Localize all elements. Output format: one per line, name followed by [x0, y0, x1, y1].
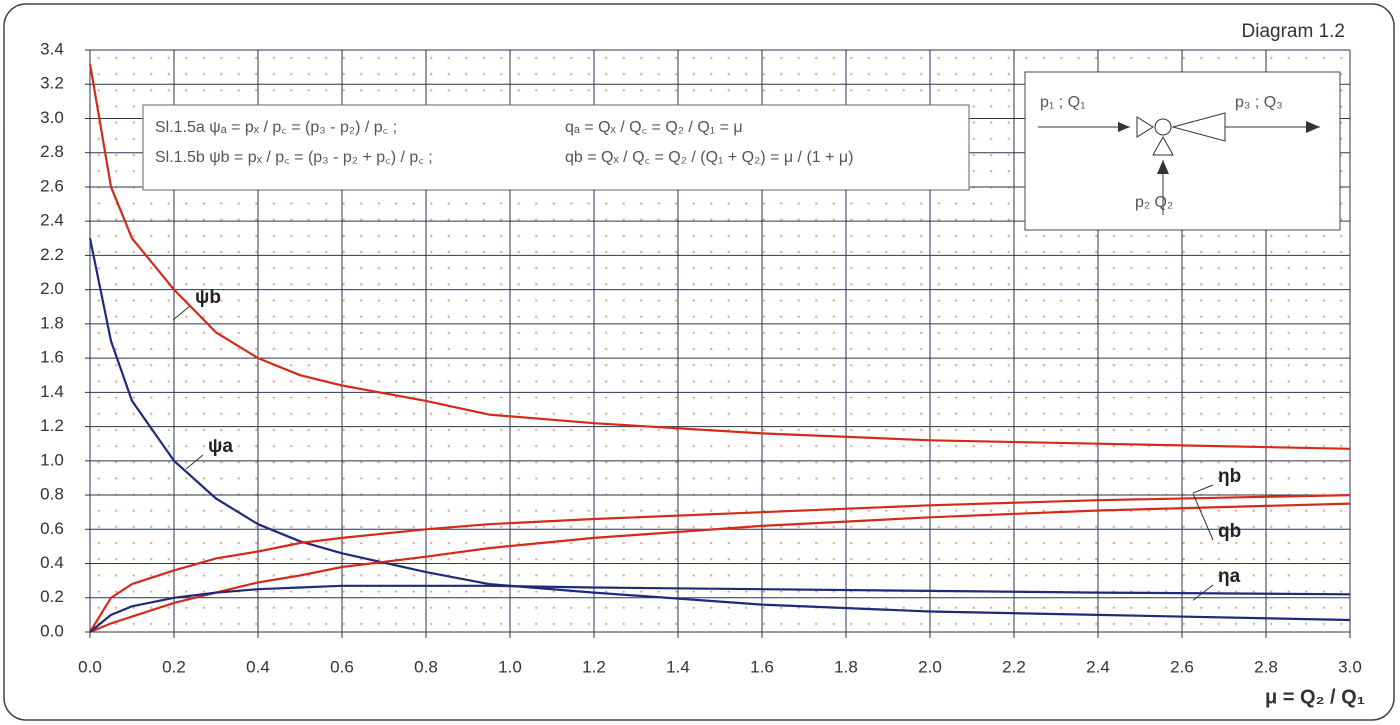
x-tick-label: 1.4: [666, 657, 690, 676]
x-tick-label: 0.6: [330, 657, 354, 676]
y-tick-label: 3.0: [40, 108, 64, 127]
y-tick-label: 1.6: [40, 348, 64, 367]
x-tick-label: 2.2: [1002, 657, 1026, 676]
y-tick-label: 2.6: [40, 176, 64, 195]
y-tick-label: 0.6: [40, 519, 64, 538]
y-tick-label: 2.2: [40, 245, 64, 264]
leader-line: [1192, 484, 1214, 494]
curve: [88, 63, 1351, 450]
x-tick-label: 0.8: [414, 657, 438, 676]
y-tick-label: 1.8: [40, 313, 64, 332]
y-tick-label: 2.4: [40, 211, 64, 230]
curve-label: ηa: [1218, 566, 1241, 587]
y-tick-label: 1.2: [40, 416, 64, 435]
y-tick-label: 3.4: [40, 39, 64, 58]
curve: [89, 502, 1351, 634]
curve: [89, 494, 1351, 633]
x-tick-label: 1.6: [750, 657, 774, 676]
y-tick-label: 2.8: [40, 142, 64, 161]
x-tick-label: 0.0: [78, 657, 102, 676]
x-tick-label: 2.6: [1170, 657, 1194, 676]
curve-label: qb: [1218, 521, 1241, 542]
formula: qₐ = Qₓ / Q꜀ = Q₂ / Q₁ = μ: [565, 119, 743, 136]
leader-line: [1192, 493, 1214, 541]
formula-box: [142, 104, 970, 191]
x-axis-label: μ = Q₂ / Q₁: [1265, 686, 1365, 708]
leader-line: [172, 305, 191, 321]
y-tick-label: 0.0: [40, 621, 64, 640]
schematic-label: p₂ Q₂: [1135, 194, 1173, 211]
curve-label: ψb: [195, 287, 221, 308]
x-tick-label: 2.8: [1254, 657, 1278, 676]
schematic: [1024, 71, 1341, 231]
x-tick-label: 1.2: [582, 657, 606, 676]
y-tick-label: 0.8: [40, 485, 64, 504]
leader-line: [1192, 584, 1214, 601]
curve: [89, 584, 1351, 633]
y-tick-label: 0.4: [40, 553, 64, 572]
x-tick-label: 2.0: [918, 657, 942, 676]
x-tick-label: 3.0: [1338, 657, 1362, 676]
y-tick-label: 2.0: [40, 279, 64, 298]
formula: Sl.1.5a ψₐ = pₓ / p꜀ = (p₃ - p₂) / p꜀ ;: [155, 119, 397, 136]
x-tick-label: 1.0: [498, 657, 522, 676]
y-tick-label: 1.0: [40, 450, 64, 469]
leader-line: [185, 454, 204, 470]
curve-label: ψa: [208, 436, 233, 457]
schematic-label: p₃ ; Q₃: [1235, 94, 1283, 111]
x-tick-label: 0.4: [246, 657, 270, 676]
formula: qb = Qₓ / Q꜀ = Q₂ / (Q₁ + Q₂) = μ / (1 +…: [565, 149, 853, 166]
y-tick-label: 3.2: [40, 74, 64, 93]
schematic-label: p₁ ; Q₁: [1040, 94, 1085, 111]
y-tick-label: 1.4: [40, 382, 64, 401]
curve-label: ηb: [1218, 466, 1241, 487]
chart-title: Diagram 1.2: [1242, 21, 1346, 42]
x-tick-label: 2.4: [1086, 657, 1110, 676]
formula: Sl.1.5b ψb = pₓ / p꜀ = (p₃ - p₂ + p꜀) / …: [155, 149, 433, 166]
y-tick-label: 0.2: [40, 587, 64, 606]
x-tick-label: 1.8: [834, 657, 858, 676]
curve: [88, 238, 1351, 622]
x-tick-label: 0.2: [162, 657, 186, 676]
